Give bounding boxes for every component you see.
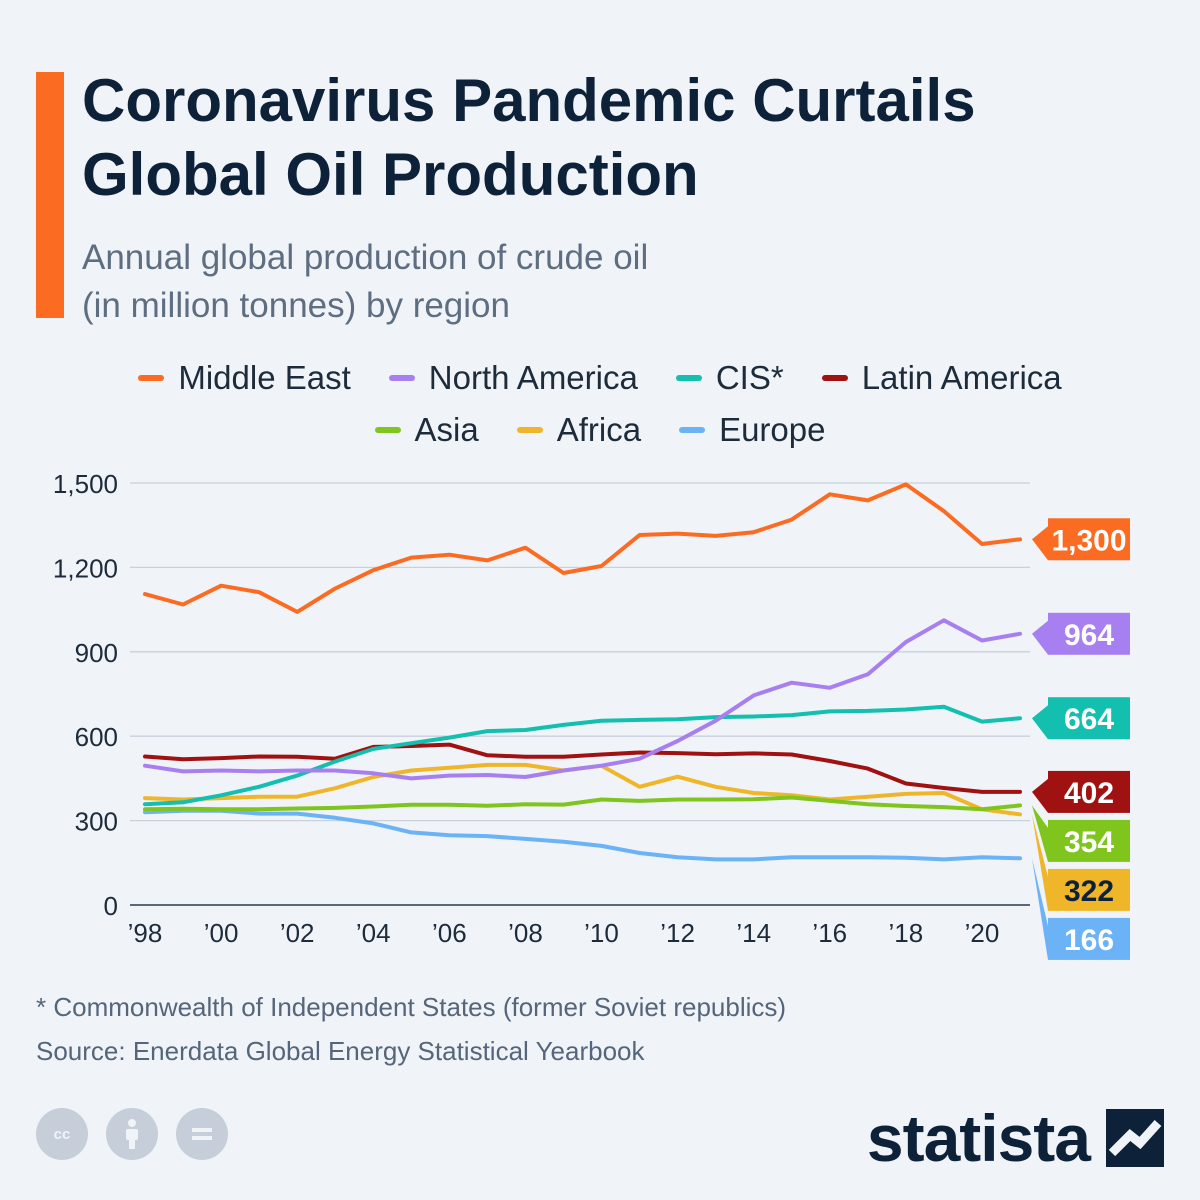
series-line-asia: [143, 795, 1022, 812]
end-label-box-north-america: [1048, 612, 1130, 655]
legend-swatch: [388, 375, 415, 381]
end-label-pointer: [1032, 858, 1048, 960]
x-tick-label: ’18: [889, 918, 924, 948]
end-value-label: 322: [1064, 875, 1114, 908]
chart-subtitle: Annual global production of crude oil (i…: [82, 238, 649, 325]
x-tick-label: ’14: [736, 918, 771, 948]
y-tick-label: 1,500: [53, 469, 118, 499]
y-tick-label: 300: [75, 807, 118, 837]
legend-item-cis[interactable]: CIS*: [675, 359, 784, 397]
end-label-box-asia: [1048, 819, 1130, 862]
x-tick-label: ’06: [432, 918, 467, 948]
series-line-europe: [143, 808, 1022, 862]
no-derivatives-icon[interactable]: [176, 1108, 228, 1160]
brand-name: statista: [866, 1101, 1091, 1175]
accent-bar: [36, 72, 64, 318]
x-tick-label: ’16: [812, 918, 847, 948]
x-tick-label: ’08: [508, 918, 543, 948]
end-label-box-latin-america: [1048, 770, 1130, 813]
x-tick-label: ’00: [204, 918, 239, 948]
end-value-label: 1,300: [1051, 524, 1126, 557]
end-value-label: 964: [1064, 619, 1114, 652]
legend-item-asia[interactable]: Asia: [374, 411, 479, 449]
x-tick-label: ’98: [128, 918, 163, 948]
legend-row: Asia Africa Europe: [0, 404, 1200, 456]
legend-item-latin-america[interactable]: Latin America: [821, 359, 1062, 397]
end-label-pointer: [1032, 778, 1048, 813]
license-icons: cc: [36, 1108, 228, 1160]
end-label-pointer: [1032, 814, 1048, 911]
end-value-label: 166: [1064, 924, 1114, 957]
end-value-label: 402: [1064, 777, 1114, 810]
legend-swatch: [675, 375, 702, 381]
x-tick-label: ’02: [280, 918, 315, 948]
end-label-box-europe: [1048, 917, 1130, 960]
y-tick-label: 1,200: [53, 553, 118, 583]
legend-item-africa[interactable]: Africa: [516, 411, 642, 449]
legend-swatch: [516, 427, 543, 433]
page-title: Coronavirus Pandemic Curtails Global Oil…: [82, 67, 976, 208]
legend-label: Latin America: [861, 359, 1062, 396]
end-label-pointer: [1032, 705, 1048, 740]
legend-label: Europe: [719, 411, 826, 448]
end-label-pointer: [1032, 526, 1048, 561]
y-tick-label: 0: [104, 891, 118, 921]
legend-swatch: [679, 427, 706, 433]
y-tick-label: 600: [75, 722, 118, 752]
series-line-latin-america: [143, 742, 1022, 794]
legend-item-middle-east[interactable]: Middle East: [138, 359, 351, 397]
legend-row: Middle East North America CIS* Latin Americ…: [0, 352, 1200, 404]
end-label-box-cis: [1048, 697, 1130, 740]
series-line-middle-east: [143, 482, 1022, 614]
cc-icon[interactable]: cc: [36, 1108, 88, 1160]
svg-text:cc: cc: [54, 1126, 71, 1143]
end-label-pointer: [1032, 805, 1048, 862]
end-label-box-africa: [1048, 868, 1130, 911]
footnote: * Commonwealth of Independent States (fo…: [36, 992, 787, 1022]
y-tick-label: 900: [75, 638, 118, 668]
chart-legend: Middle East North America CIS* Latin Americ…: [0, 352, 1200, 456]
statista-logo[interactable]: statista: [867, 1100, 1164, 1176]
x-tick-label: ’10: [584, 918, 619, 948]
end-value-label: 354: [1064, 826, 1114, 859]
legend-swatch: [374, 427, 401, 433]
end-label-box-middle-east: [1048, 518, 1130, 561]
legend-swatch: [138, 375, 165, 381]
legend-label: North America: [428, 359, 638, 396]
x-tick-label: ’04: [356, 918, 391, 948]
source-note: Source: Enerdata Global Energy Statistic…: [36, 1036, 645, 1066]
legend-label: Middle East: [178, 359, 351, 396]
end-value-label: 664: [1064, 703, 1114, 736]
legend-label: Asia: [414, 411, 479, 448]
legend-swatch: [821, 375, 848, 381]
end-label-pointer: [1032, 620, 1048, 655]
legend-item-north-america[interactable]: North America: [388, 359, 638, 397]
legend-label: CIS*: [715, 359, 784, 396]
attribution-icon[interactable]: [106, 1108, 158, 1160]
x-tick-label: ’12: [660, 918, 695, 948]
legend-item-europe[interactable]: Europe: [679, 411, 825, 449]
series-line-cis: [143, 704, 1022, 807]
legend-label: Africa: [556, 411, 642, 448]
series-line-north-america: [143, 618, 1022, 781]
x-tick-label: ’20: [965, 918, 1000, 948]
statista-mark-icon: [1106, 1109, 1164, 1167]
